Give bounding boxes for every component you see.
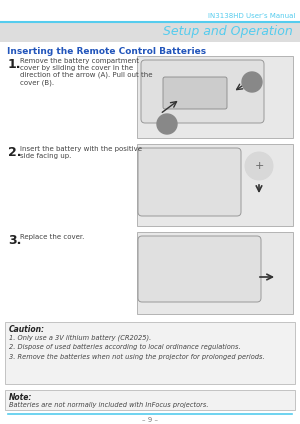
Text: Inserting the Remote Control Batteries: Inserting the Remote Control Batteries xyxy=(7,47,206,56)
Text: 1.: 1. xyxy=(8,58,22,71)
Bar xyxy=(137,56,293,138)
Circle shape xyxy=(242,72,262,92)
Text: Note:: Note: xyxy=(9,393,32,402)
Text: A: A xyxy=(163,119,171,129)
Bar xyxy=(0,22,300,42)
Text: 3. Remove the batteries when not using the projector for prolonged periods.: 3. Remove the batteries when not using t… xyxy=(9,354,265,360)
Text: Replace the cover.: Replace the cover. xyxy=(20,234,84,240)
Text: – 9 –: – 9 – xyxy=(142,417,158,423)
Bar xyxy=(137,144,293,226)
Text: +: + xyxy=(254,161,264,171)
Text: IN3138HD User’s Manual: IN3138HD User’s Manual xyxy=(208,13,295,19)
FancyBboxPatch shape xyxy=(163,77,227,109)
Bar xyxy=(137,232,293,314)
FancyBboxPatch shape xyxy=(138,148,241,216)
Text: Caution:: Caution: xyxy=(9,325,45,334)
Text: Insert the battery with the positive
side facing up.: Insert the battery with the positive sid… xyxy=(20,146,142,159)
Text: Remove the battery compartment
cover by sliding the cover in the
direction of th: Remove the battery compartment cover by … xyxy=(20,58,152,86)
FancyBboxPatch shape xyxy=(138,236,261,302)
Text: Batteries are not normally included with InFocus projectors.: Batteries are not normally included with… xyxy=(9,402,208,408)
Text: Setup and Operation: Setup and Operation xyxy=(163,25,293,39)
Text: 2. Dispose of used batteries according to local ordinance regulations.: 2. Dispose of used batteries according t… xyxy=(9,344,241,350)
Text: 1. Only use a 3V lithium battery (CR2025).: 1. Only use a 3V lithium battery (CR2025… xyxy=(9,334,151,340)
Bar xyxy=(5,390,295,410)
Text: B: B xyxy=(248,77,256,87)
Text: 3.: 3. xyxy=(8,234,21,247)
Circle shape xyxy=(157,114,177,134)
Circle shape xyxy=(245,152,273,180)
FancyBboxPatch shape xyxy=(141,60,264,123)
Bar xyxy=(5,322,295,384)
Text: 2.: 2. xyxy=(8,146,22,159)
